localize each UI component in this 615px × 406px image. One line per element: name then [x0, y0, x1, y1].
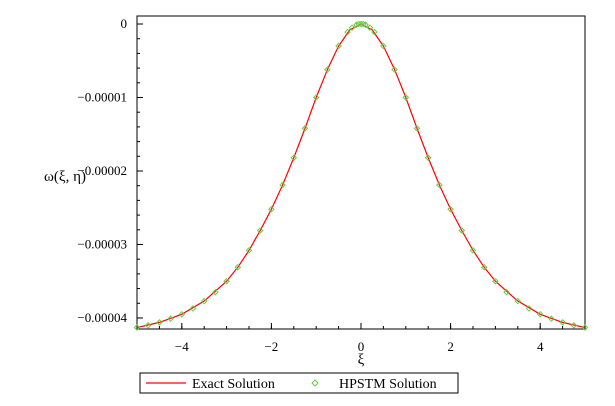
hpstm-point	[167, 315, 174, 323]
plot-frame	[136, 15, 586, 330]
hpstm-point	[223, 277, 230, 285]
hpstm-point	[344, 28, 351, 36]
hpstm-point	[570, 322, 578, 329]
hpstm-point	[156, 319, 163, 326]
hpstm-point	[503, 288, 510, 296]
hpstm-point	[279, 181, 286, 189]
hpstm-point	[480, 263, 488, 271]
x-tick-label: 4	[537, 339, 544, 354]
hpstm-point	[362, 21, 369, 29]
hpstm-point	[144, 322, 152, 329]
hpstm-point	[312, 94, 320, 101]
hpstm-point	[447, 205, 454, 213]
hpstm-point	[212, 288, 219, 296]
hpstm-point	[245, 247, 253, 254]
hpstm-point	[290, 154, 298, 162]
hpstm-point	[366, 24, 374, 31]
hpstm-point	[514, 297, 522, 305]
hpstm-point	[559, 319, 566, 326]
hpstm-point	[189, 305, 197, 312]
x-axis: −4 −2 0 2 4	[136, 323, 586, 354]
hpstm-point	[178, 310, 186, 318]
hpstm-point	[133, 324, 141, 331]
hpstm-point	[469, 247, 477, 254]
y-tick-label: −0.00001	[77, 89, 127, 104]
hpstm-point	[581, 324, 589, 331]
hpstm-point	[335, 42, 342, 50]
hpstm-point	[402, 94, 410, 101]
y-tick-label: −0.00003	[77, 236, 127, 251]
hpstm-point	[200, 297, 208, 305]
legend-hpstm-label: HPSTM Solution	[339, 377, 437, 392]
y-tick-label: −0.00002	[77, 163, 127, 178]
hpstm-point	[348, 24, 356, 31]
y-axis: 0 −0.00001 −0.00002 −0.00003 −0.00004	[77, 16, 143, 325]
hpstm-point	[536, 310, 544, 318]
x-tick-label: 2	[447, 339, 454, 354]
series-exact-solution-line	[136, 23, 586, 329]
y-axis-label: ω(ξ, η)	[44, 169, 86, 185]
hpstm-point	[355, 20, 363, 28]
hpstm-point	[268, 205, 275, 213]
hpstm-point	[492, 277, 499, 285]
hpstm-point	[391, 66, 398, 73]
x-tick-label: −4	[175, 339, 189, 354]
hpstm-point	[380, 42, 387, 50]
y-tick-label: 0	[121, 16, 128, 31]
y-tick-label: −0.00004	[77, 310, 127, 325]
hpstm-point	[424, 154, 432, 162]
hpstm-point	[548, 315, 555, 323]
hpstm-point	[301, 125, 309, 132]
hpstm-point	[371, 28, 378, 36]
hpstm-point	[458, 227, 466, 234]
legend-box	[139, 372, 459, 394]
legend: Exact Solution HPSTM Solution	[139, 372, 459, 394]
x-axis-label: ξ	[358, 352, 365, 368]
legend-hpstm-marker	[311, 379, 319, 387]
x-tick-label: 0	[358, 339, 365, 354]
hpstm-point	[525, 305, 533, 312]
hpstm-point	[234, 263, 242, 271]
hpstm-point	[436, 181, 443, 189]
hpstm-point	[357, 20, 365, 28]
hpstm-point	[256, 227, 264, 234]
x-tick-label: −2	[264, 339, 278, 354]
series-layer	[133, 20, 589, 331]
hpstm-point	[413, 125, 421, 132]
legend-exact-label: Exact Solution	[192, 377, 275, 392]
hpstm-point	[324, 66, 331, 73]
